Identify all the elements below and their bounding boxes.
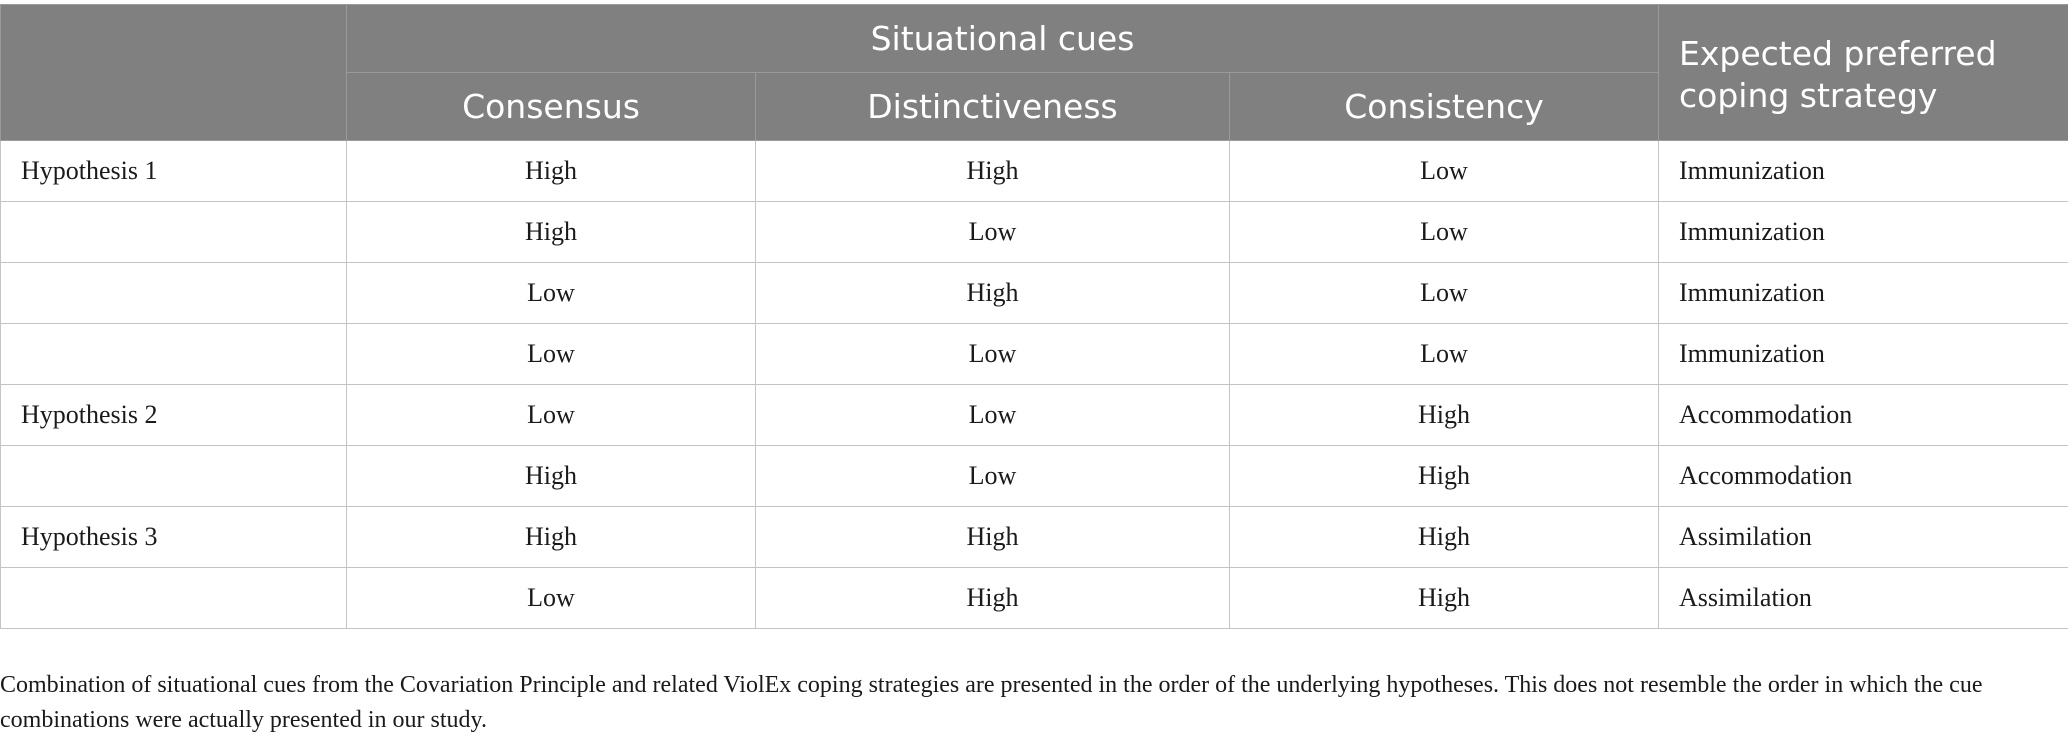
distinctiveness-cell: Low [755, 384, 1230, 446]
table-row: High Low Low Immunization [0, 201, 2068, 263]
distinctiveness-cell: High [755, 262, 1230, 324]
consistency-cell: Low [1229, 140, 1659, 202]
consistency-cell: High [1229, 384, 1659, 446]
table-row: Low Low Low Immunization [0, 323, 2068, 385]
table-row: Low High High Assimilation [0, 567, 2068, 629]
distinctiveness-cell: Low [755, 201, 1230, 263]
header-consensus: Consensus [346, 72, 756, 141]
distinctiveness-cell: High [755, 140, 1230, 202]
consistency-cell: Low [1229, 201, 1659, 263]
table-row: High Low High Accommodation [0, 445, 2068, 507]
table-footnote: Combination of situational cues from the… [0, 672, 1983, 733]
row-label: Hypothesis 1 [0, 140, 347, 202]
consensus-cell: High [346, 140, 756, 202]
distinctiveness-cell: Low [755, 323, 1230, 385]
strategy-cell: Accommodation [1658, 445, 2068, 507]
distinctiveness-cell: High [755, 506, 1230, 568]
strategy-cell: Accommodation [1658, 384, 2068, 446]
consensus-cell: Low [346, 567, 756, 629]
table-row: Hypothesis 1 High High Low Immunization [0, 140, 2068, 202]
consistency-cell: Low [1229, 323, 1659, 385]
hypotheses-table: Situational cues Expected preferred copi… [0, 4, 2068, 629]
consensus-cell: High [346, 506, 756, 568]
strategy-cell: Immunization [1658, 201, 2068, 263]
strategy-cell: Immunization [1658, 262, 2068, 324]
header-situational-cues: Situational cues [346, 4, 1659, 73]
table-row: Low High Low Immunization [0, 262, 2068, 324]
row-label [0, 201, 347, 263]
table-row: Hypothesis 3 High High High Assimilation [0, 506, 2068, 568]
row-label [0, 262, 347, 324]
header-consistency: Consistency [1229, 72, 1659, 141]
consistency-cell: High [1229, 445, 1659, 507]
consistency-cell: High [1229, 567, 1659, 629]
header-expected-strategy: Expected preferred coping strategy [1658, 4, 2068, 141]
consensus-cell: Low [346, 262, 756, 324]
consensus-cell: Low [346, 384, 756, 446]
strategy-cell: Assimilation [1658, 506, 2068, 568]
consensus-cell: High [346, 445, 756, 507]
strategy-cell: Assimilation [1658, 567, 2068, 629]
consistency-cell: High [1229, 506, 1659, 568]
row-label: Hypothesis 3 [0, 506, 347, 568]
consensus-cell: High [346, 201, 756, 263]
header-distinctiveness: Distinctiveness [755, 72, 1230, 141]
distinctiveness-cell: Low [755, 445, 1230, 507]
row-label: Hypothesis 2 [0, 384, 347, 446]
row-label [0, 323, 347, 385]
consistency-cell: Low [1229, 262, 1659, 324]
strategy-cell: Immunization [1658, 323, 2068, 385]
row-label [0, 445, 347, 507]
row-label [0, 567, 347, 629]
table-row: Hypothesis 2 Low Low High Accommodation [0, 384, 2068, 446]
distinctiveness-cell: High [755, 567, 1230, 629]
header-empty-cell [0, 4, 347, 141]
consensus-cell: Low [346, 323, 756, 385]
strategy-cell: Immunization [1658, 140, 2068, 202]
